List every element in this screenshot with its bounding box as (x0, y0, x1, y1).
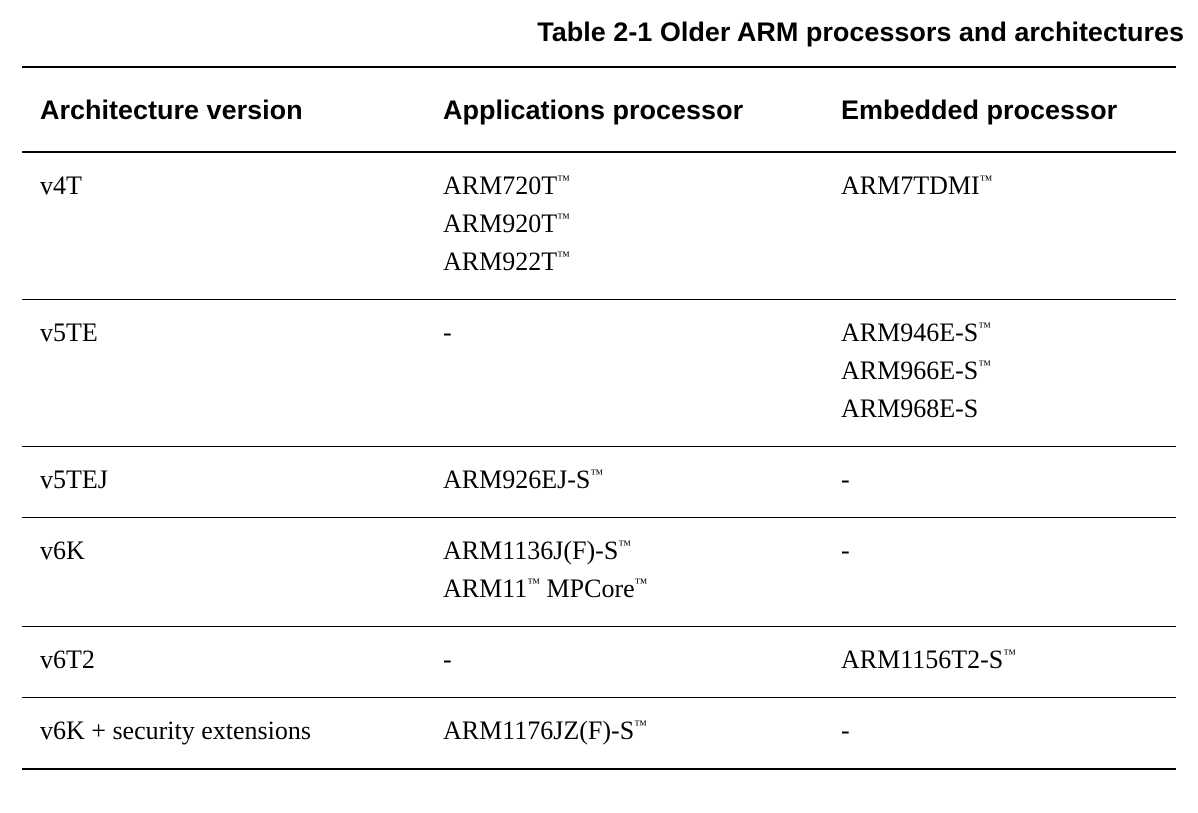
table-header: Architecture version Applications proces… (22, 67, 1176, 152)
processor-name-text: ARM1136J(F)-S (443, 536, 619, 565)
processor-table-container: Architecture version Applications proces… (22, 66, 1176, 770)
processor-name: ARM926EJ-S™ (443, 461, 823, 499)
processor-name-text: - (841, 536, 850, 565)
table-caption: Table 2-1 Older ARM processors and archi… (537, 17, 1184, 47)
processor-name: ARM946E-S™ (841, 314, 1176, 352)
trademark-symbol: ™ (527, 575, 541, 590)
applications-processor-cell: ARM720T™ ARM920T™ ARM922T™ (425, 152, 823, 300)
table-body: v4T ARM720T™ ARM920T™ ARM922T™ ARM7TDMI™ v5TE… (22, 152, 1176, 769)
processor-name: - (443, 641, 823, 679)
embedded-processor-cell: - (823, 698, 1176, 770)
processor-name-text: ARM720T (443, 171, 558, 200)
table-row: v5TEJ ARM926EJ-S™ - (22, 447, 1176, 518)
trademark-symbol: ™ (557, 248, 570, 263)
column-header-architecture-version: Architecture version (40, 94, 303, 125)
trademark-symbol: ™ (618, 537, 632, 552)
embedded-processor-cell: ARM7TDMI™ (823, 152, 1176, 300)
processor-name: ARM1136J(F)-S™ (443, 532, 823, 570)
architecture-version-cell: v4T (40, 171, 82, 200)
processor-name-text: - (443, 645, 452, 674)
architecture-version-cell: v6K + security extensions (40, 716, 312, 745)
applications-processor-cell: ARM1136J(F)-S™ ARM11™ MPCore™ (425, 518, 823, 627)
processor-name-text: - (841, 716, 850, 745)
embedded-processor-cell: ARM1156T2-S™ (823, 627, 1176, 698)
processor-name: ARM968E-S (841, 390, 1176, 428)
column-header-applications-processor: Applications processor (443, 94, 744, 125)
processor-name: - (841, 461, 1176, 499)
processor-name: ARM922T™ (443, 243, 823, 281)
processor-name-text: ARM946E-S (841, 318, 979, 347)
table-row: v4T ARM720T™ ARM920T™ ARM922T™ ARM7TDMI™ (22, 152, 1176, 300)
trademark-symbol: ™ (557, 210, 570, 225)
applications-processor-cell: - (425, 300, 823, 447)
processor-name: - (841, 532, 1176, 570)
applications-processor-cell: ARM1176JZ(F)-S™ (425, 698, 823, 770)
processor-name-text: ARM922T (443, 247, 558, 276)
embedded-processor-cell: - (823, 518, 1176, 627)
table-row: v6K ARM1136J(F)-S™ ARM11™ MPCore™ - (22, 518, 1176, 627)
trademark-symbol: ™ (1003, 646, 1017, 661)
processor-name: ARM7TDMI™ (841, 167, 1176, 205)
processor-name-text: ARM7TDMI (841, 171, 980, 200)
trademark-symbol: ™ (634, 575, 648, 590)
processor-name-text: ARM968E-S (841, 394, 979, 423)
applications-processor-cell: ARM926EJ-S™ (425, 447, 823, 518)
processor-name-text: ARM1156T2-S (841, 645, 1004, 674)
processor-name: ARM1156T2-S™ (841, 641, 1176, 679)
processor-table: Architecture version Applications proces… (22, 66, 1176, 770)
trademark-symbol: ™ (557, 172, 570, 187)
processor-name-text: ARM11 (443, 574, 528, 603)
processor-name: ARM1176JZ(F)-S™ (443, 712, 823, 750)
table-row: v6T2 - ARM1156T2-S™ (22, 627, 1176, 698)
processor-name: ARM966E-S™ (841, 352, 1176, 390)
architecture-version-cell: v6K (40, 536, 85, 565)
table-row: v5TE - ARM946E-S™ ARM966E-S™ ARM968E-S (22, 300, 1176, 447)
table-row: v6K + security extensions ARM1176JZ(F)-S™… (22, 698, 1176, 770)
trademark-symbol: ™ (634, 717, 647, 732)
architecture-version-cell: v5TEJ (40, 465, 108, 494)
processor-name-text: - (841, 465, 850, 494)
processor-name-text: MPCore (540, 574, 635, 603)
trademark-symbol: ™ (978, 319, 991, 334)
column-header-embedded-processor: Embedded processor (841, 94, 1118, 125)
embedded-processor-cell: - (823, 447, 1176, 518)
processor-name: ARM11™ MPCore™ (443, 570, 823, 608)
processor-name-text: - (443, 318, 452, 347)
architecture-version-cell: v6T2 (40, 645, 95, 674)
processor-name-text: ARM1176JZ(F)-S (443, 716, 635, 745)
architecture-version-cell: v5TE (40, 318, 98, 347)
applications-processor-cell: - (425, 627, 823, 698)
processor-name: ARM920T™ (443, 205, 823, 243)
processor-name-text: ARM926EJ-S (443, 465, 591, 494)
embedded-processor-cell: ARM946E-S™ ARM966E-S™ ARM968E-S (823, 300, 1176, 447)
trademark-symbol: ™ (590, 466, 604, 481)
header-row: Architecture version Applications proces… (22, 67, 1176, 152)
processor-name: ARM720T™ (443, 167, 823, 205)
processor-name: - (443, 314, 823, 352)
trademark-symbol: ™ (979, 172, 993, 187)
processor-name-text: ARM920T (443, 209, 558, 238)
trademark-symbol: ™ (978, 357, 991, 372)
processor-name-text: ARM966E-S (841, 356, 979, 385)
processor-name: - (841, 712, 1176, 750)
